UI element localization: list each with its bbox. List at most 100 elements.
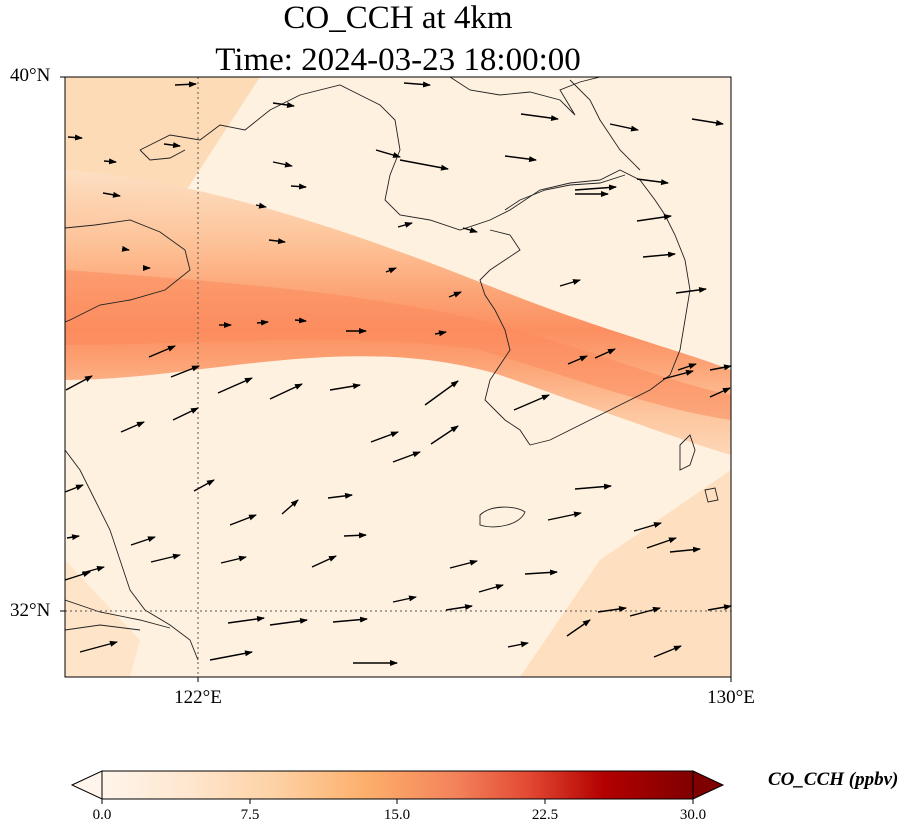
wind-arrow: [121, 245, 130, 252]
wind-arrow: [594, 348, 616, 359]
wind-arrow: [547, 511, 582, 521]
wind-arrow: [329, 383, 361, 391]
wind-arrow: [633, 522, 662, 532]
wind-arrow: [709, 387, 731, 398]
wind-arrow: [566, 619, 591, 637]
axis-ticks: [60, 76, 732, 682]
wind-arrow: [445, 604, 473, 611]
wind-arrow: [150, 553, 181, 563]
wind-arrow: [524, 569, 558, 576]
wind-arrow: [217, 377, 253, 394]
wind-arrow: [520, 113, 559, 122]
wind-arrow: [343, 532, 367, 539]
wind-arrow: [507, 641, 529, 648]
wind-arrow: [269, 617, 308, 626]
wind-arrow: [294, 317, 307, 324]
wind-arrow: [504, 155, 537, 163]
wind-arrow: [120, 421, 145, 433]
wind-arrow: [375, 149, 401, 158]
colorbar-min-extend: [70, 770, 103, 800]
wind-arrow: [255, 202, 267, 209]
wind-arrow: [79, 640, 118, 653]
wind-arrow: [397, 222, 413, 228]
colorbar-label: CO_CCH (ppbv): [768, 769, 899, 790]
colorbar-max-extend: [692, 770, 725, 800]
wind-arrow: [574, 483, 612, 490]
wind-arrow: [67, 134, 83, 141]
wind-arrow: [281, 499, 299, 515]
wind-arrow: [209, 650, 253, 661]
wind-arrow: [424, 380, 459, 406]
lat-tick-label-40: 40°N: [10, 65, 51, 86]
wind-arrow: [327, 492, 353, 499]
colorbar-tick-2: 15.0: [383, 807, 411, 823]
wind-arrow: [574, 184, 617, 191]
wind-arrow: [66, 534, 80, 541]
wind-arrow: [567, 355, 588, 365]
wind-arrow: [193, 479, 215, 492]
wind-arrow: [662, 369, 694, 380]
wind-arrow: [174, 81, 197, 88]
map-frame: [64, 76, 732, 678]
wind-arrow: [609, 123, 639, 132]
wind-arrow: [103, 158, 117, 165]
wind-arrow: [268, 238, 286, 245]
wind-arrow: [646, 537, 677, 549]
lon-tick-label-130: 130°E: [707, 687, 755, 708]
wind-arrow: [102, 191, 121, 198]
wind-arrow: [148, 345, 176, 358]
wind-arrow: [559, 279, 581, 287]
wind-arrow: [163, 142, 181, 149]
concentration-field: [65, 77, 731, 677]
wind-arrow: [653, 645, 682, 658]
wind-arrow: [675, 286, 707, 294]
lon-tick-label-122: 122°E: [174, 687, 222, 708]
wind-arrow: [64, 484, 84, 493]
wind-arrow: [642, 251, 676, 258]
wind-arrow: [172, 407, 199, 421]
wind-arrow: [272, 161, 293, 168]
wind-arrow: [636, 178, 669, 186]
wind-arrow: [130, 536, 156, 546]
wind-arrow: [256, 319, 269, 326]
wind-arrow: [385, 267, 397, 274]
wind-arrow: [170, 365, 200, 378]
colorbar-tick-4: 30.0: [679, 807, 707, 823]
wind-arrow: [227, 615, 265, 624]
wind-vectors: [64, 81, 732, 666]
wind-arrow: [691, 118, 724, 126]
colorbar-tick-3: 22.5: [531, 807, 559, 823]
colorbar: [70, 770, 725, 804]
wind-arrow: [677, 363, 697, 371]
wind-arrow: [709, 364, 732, 371]
colorbar-tick-0: 0.0: [92, 807, 112, 823]
colorbar-tick-1: 7.5: [240, 807, 260, 823]
wind-arrow: [449, 559, 478, 569]
wind-arrow: [64, 571, 91, 581]
lat-tick-label-32: 32°N: [10, 600, 51, 621]
wind-arrow: [290, 183, 307, 190]
wind-arrow: [220, 555, 247, 564]
coastline: [65, 77, 719, 661]
wind-arrow: [65, 375, 93, 391]
wind-arrow: [269, 383, 303, 400]
wind-arrow: [434, 330, 447, 337]
wind-arrow: [478, 584, 504, 593]
wind-arrow: [597, 606, 627, 613]
wind-arrow: [430, 425, 459, 445]
colorbar-gradient: [101, 770, 694, 800]
wind-arrow: [392, 595, 417, 603]
wind-arrow: [370, 431, 399, 443]
wind-arrow: [403, 81, 431, 88]
wind-arrow: [448, 291, 462, 298]
wind-arrow: [669, 546, 701, 553]
map-title-line2: Time: 2024-03-23 18:00:00: [215, 42, 581, 78]
wind-arrow: [311, 555, 337, 568]
wind-arrow: [513, 394, 550, 411]
wind-arrow: [462, 227, 478, 233]
wind-arrow: [629, 606, 661, 617]
wind-arrow: [636, 214, 672, 222]
map-title-line1: CO_CCH at 4km: [283, 0, 513, 36]
wind-arrow: [229, 514, 257, 526]
